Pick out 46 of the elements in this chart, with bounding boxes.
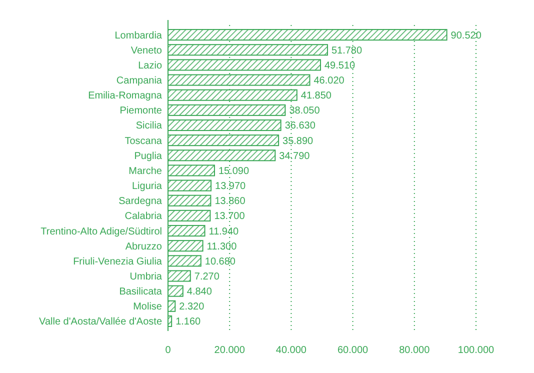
data-label: 4.840 (186, 286, 212, 298)
y-tick-label: Friuli-Venezia Giulia (73, 256, 162, 268)
x-tick-label: 100.000 (458, 345, 495, 356)
y-tick-label: Sardegna (118, 196, 162, 208)
x-tick-label: 20.000 (214, 345, 246, 356)
data-label: 35.890 (282, 136, 314, 147)
data-label: 2.320 (179, 302, 205, 313)
data-label: 13.970 (215, 181, 246, 192)
x-tick-label: 0 (165, 345, 172, 356)
y-tick-label: Lazio (138, 60, 162, 72)
data-label: 13.860 (214, 196, 246, 208)
x-tick-label: 60.000 (338, 345, 369, 356)
y-tick-label: Basilicata (119, 286, 162, 298)
y-tick-label: Emilia-Romagna (88, 90, 162, 102)
data-label: 38.050 (289, 106, 320, 117)
data-label: 13.700 (214, 211, 246, 222)
data-label: 1.160 (176, 316, 202, 328)
data-label: 11.940 (208, 226, 240, 238)
y-tick-label: Lombardia (114, 30, 162, 42)
data-label: 7.270 (194, 271, 220, 282)
data-label: 11.300 (206, 241, 238, 252)
x-tick-label: 40.000 (276, 345, 307, 356)
y-tick-label: Puglia (134, 150, 162, 162)
data-label: 36.630 (284, 120, 316, 132)
y-tick-label: Valle d'Aosta/Vallée d'Aoste (39, 316, 162, 328)
data-label: 51.780 (331, 45, 363, 56)
y-tick-label: Abruzzo (125, 241, 162, 252)
data-label: 49.510 (324, 60, 356, 72)
data-label: 15.090 (218, 166, 250, 177)
y-tick-label: Veneto (130, 45, 162, 56)
data-label: 46.020 (314, 76, 345, 87)
y-tick-label: Campania (116, 76, 162, 87)
data-label: 90.520 (450, 30, 482, 42)
data-label: 41.850 (300, 90, 332, 102)
y-tick-label: Trentino-Alto Adige/Südtirol (40, 226, 162, 238)
y-tick-label: Liguria (132, 181, 162, 192)
x-tick-label: 80.000 (399, 345, 430, 356)
data-label: 34.790 (279, 150, 310, 162)
data-label: 10.680 (204, 256, 236, 268)
y-tick-label: Molise (133, 302, 162, 313)
y-tick-label: Marche (128, 166, 162, 177)
y-tick-label: Calabria (124, 211, 162, 222)
y-tick-label: Toscana (124, 136, 162, 147)
y-tick-label: Sicilia (136, 120, 162, 132)
y-tick-label: Piemonte (120, 106, 162, 117)
y-tick-label: Umbria (130, 271, 162, 282)
